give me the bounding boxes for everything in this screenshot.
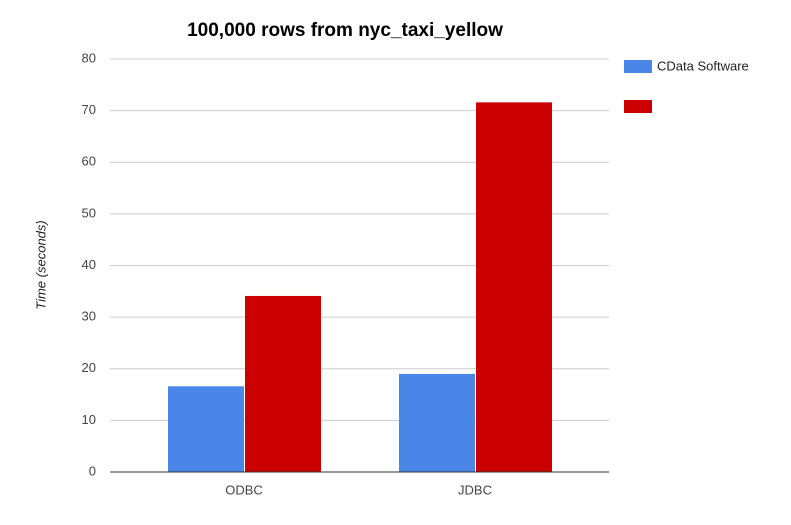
y-tick-label: 50 xyxy=(82,205,96,220)
legend-label: CData Software xyxy=(657,58,749,73)
bar xyxy=(168,386,244,472)
y-tick-label: 70 xyxy=(82,102,96,117)
bar xyxy=(399,373,475,472)
y-tick-label: 20 xyxy=(82,360,96,375)
bar xyxy=(476,102,552,473)
y-tick-label: 10 xyxy=(82,412,96,427)
bar xyxy=(245,295,321,472)
y-axis-label: Time (seconds) xyxy=(33,220,48,309)
legend-swatch xyxy=(624,100,652,113)
y-tick-label: 30 xyxy=(82,309,96,324)
y-tick-label: 80 xyxy=(82,50,96,65)
chart-title: 100,000 rows from nyc_taxi_yellow xyxy=(187,20,503,41)
x-tick-label: ODBC xyxy=(225,482,263,497)
x-tick-label: JDBC xyxy=(458,482,492,497)
legend-swatch xyxy=(624,60,652,73)
y-tick-label: 40 xyxy=(82,257,96,272)
y-tick-label: 0 xyxy=(89,463,96,478)
y-tick-label: 60 xyxy=(82,154,96,169)
